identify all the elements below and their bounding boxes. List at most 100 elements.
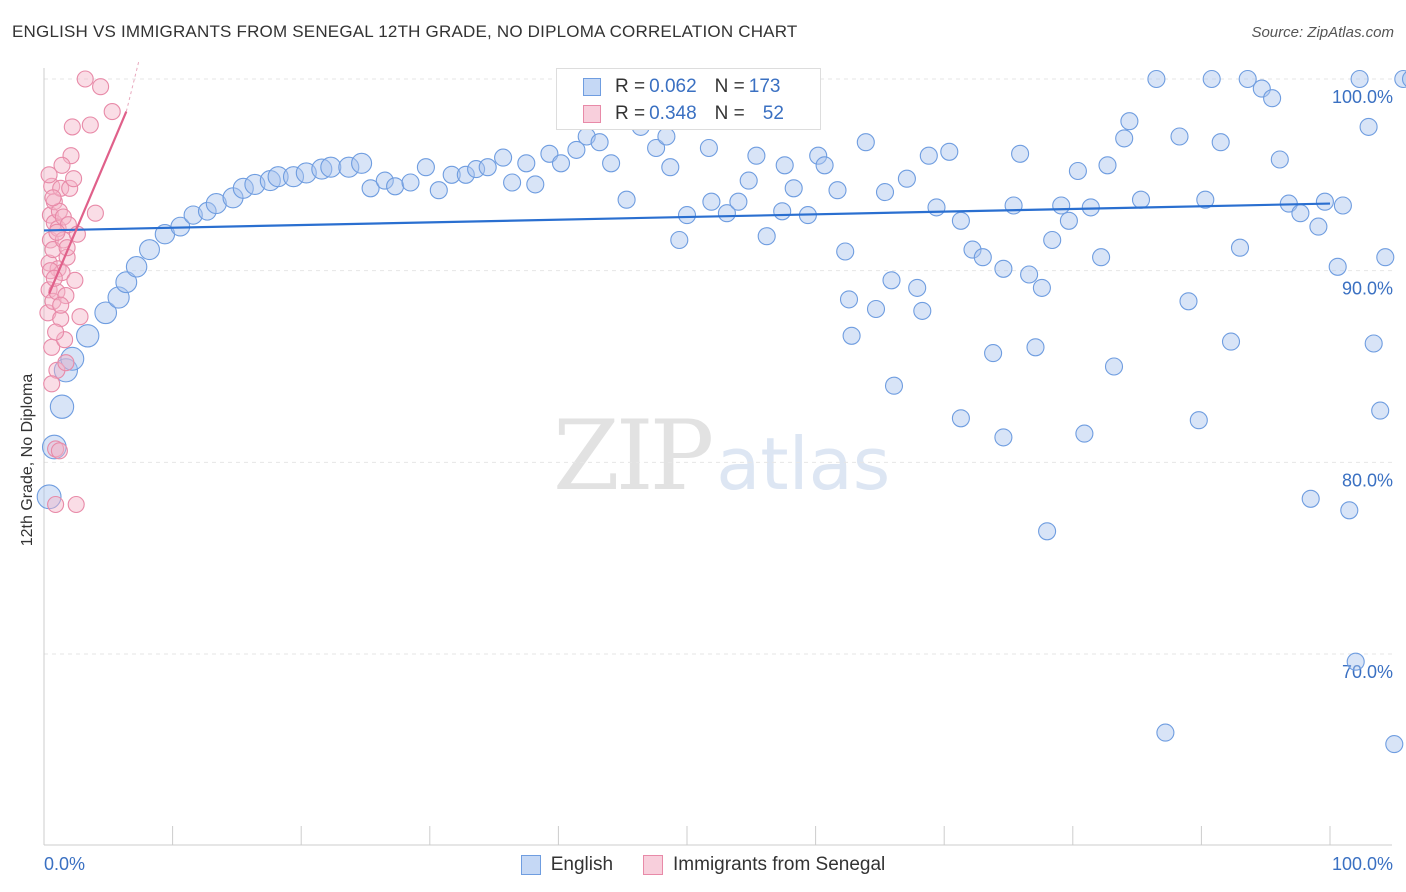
english-point [456,165,475,184]
english-point [478,158,497,177]
english-point [1301,489,1320,508]
english-point [773,202,792,221]
english-point [94,301,118,325]
english-point [1147,69,1166,89]
english-point [386,177,405,196]
english-point [973,248,992,267]
english-point [526,175,545,194]
english-point [351,152,373,174]
legend-english-label: English [550,854,614,875]
english-point [183,205,203,225]
senegal-point [57,354,75,372]
senegal-point [76,70,94,88]
senegal-point [52,310,70,328]
senegal-point [65,170,83,188]
english-point [1263,89,1282,108]
y-tick-label: 70.0% [1342,662,1393,682]
senegal-point [103,103,121,121]
english-point [809,146,828,165]
senegal-point [57,287,75,305]
y-axis-label: 12th Grade, No Diploma [19,373,36,547]
english-point [125,256,148,278]
english-point [729,192,748,211]
english-point [1059,211,1078,230]
english-point [1004,196,1023,215]
english-point [1043,230,1062,250]
english-point [442,165,461,184]
english-point [866,299,886,319]
english-point [1270,150,1289,169]
english-point [1170,127,1189,146]
english-point [951,409,970,428]
english-point [232,177,254,199]
english-point [994,259,1013,278]
english-point [839,290,859,309]
english-point [882,271,901,290]
senegal-point [67,495,85,514]
english-point [836,242,855,261]
legend-item-english[interactable]: English [520,854,614,876]
legend-english-swatch [520,855,541,875]
n-value: 52 [762,103,784,124]
english-point [567,140,586,159]
english-point [205,193,227,215]
english-point [1385,735,1404,754]
english-point [590,133,609,152]
legend-item-senegal[interactable]: Immigrants from Senegal [643,854,885,876]
senegal-point [47,323,65,341]
senegal-point [41,206,59,224]
english-point [677,206,697,225]
english-point [702,192,721,211]
english-point [940,142,959,161]
english-point [657,127,676,146]
english-point [927,198,946,217]
senegal-point [47,495,65,514]
english-point [617,190,636,209]
english-point [747,146,766,165]
english-point [1315,192,1334,211]
english-point [1120,112,1139,131]
english-point [647,138,666,158]
english-point [1202,69,1221,89]
english-point [416,158,435,177]
english-point [467,160,486,179]
english-point [197,201,217,221]
english-point [49,394,75,419]
english-point [1346,652,1365,671]
english-point [1038,522,1057,541]
english-point [913,301,932,320]
english-point [1115,129,1134,148]
english-point [1359,117,1378,136]
english-point [856,133,875,152]
english-point [1052,196,1071,215]
senegal-point [50,442,68,460]
r-label: R = [615,76,646,97]
english-point [775,156,794,175]
english-point [717,204,736,223]
x-tick-label: 100.0% [1332,854,1393,874]
english-point [1230,238,1250,257]
english-point [494,148,513,167]
senegal-trend-extension [125,59,140,112]
y-tick-label: 80.0% [1342,470,1393,490]
legend-senegal-swatch [643,855,664,875]
english-point [1401,71,1406,87]
english-point [1211,133,1230,152]
english-point [429,181,448,200]
english-point [311,158,333,180]
senegal-swatch [583,105,601,123]
english-point [1092,248,1111,267]
y-tick-label: 100.0% [1332,87,1393,107]
english-point [963,240,982,259]
english-point [1156,723,1175,742]
english-swatch [583,78,601,96]
r-label: R = [615,103,646,124]
senegal-point [61,179,79,197]
senegal-point [86,204,104,222]
english-point [338,156,360,178]
english-point [1238,69,1257,89]
english-point [75,324,100,348]
english-point [739,171,758,190]
english-point [908,278,927,297]
english-point [699,138,718,158]
